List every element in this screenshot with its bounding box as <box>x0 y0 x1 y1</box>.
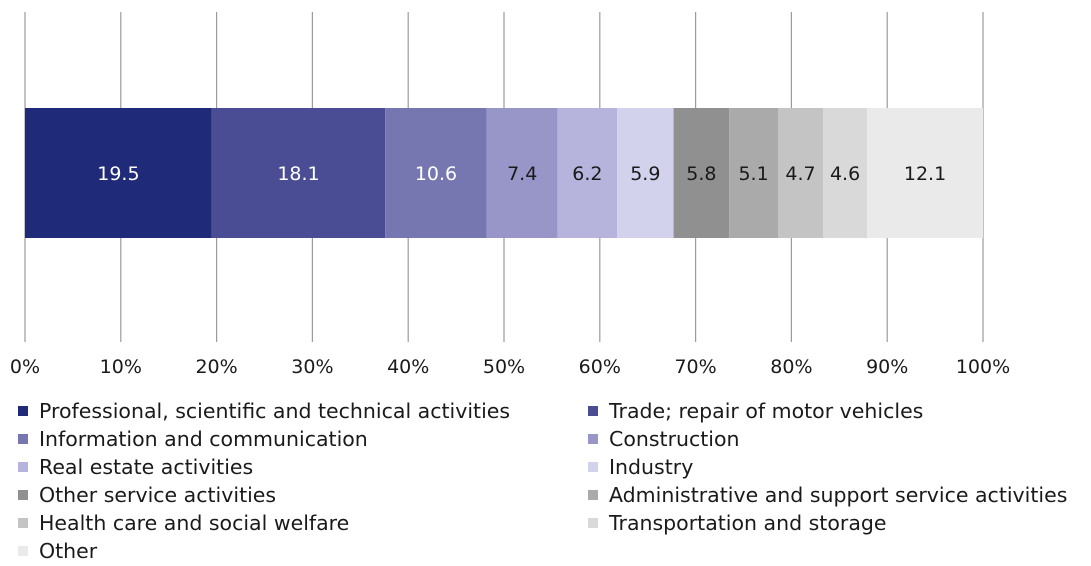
legend-item: Construction <box>588 426 740 452</box>
x-tick-label: 100% <box>956 356 1010 378</box>
bar-segment <box>211 108 386 238</box>
legend-swatch <box>588 490 598 500</box>
x-tick-label: 60% <box>579 356 621 378</box>
legend-swatch <box>588 406 598 416</box>
data-label: 7.4 <box>507 163 537 185</box>
legend-swatch <box>588 462 598 472</box>
x-tick-label: 40% <box>387 356 429 378</box>
legend-swatch <box>18 434 28 444</box>
legend-item: Administrative and support service activ… <box>588 482 1067 508</box>
data-label: 5.8 <box>686 163 716 185</box>
legend-swatch <box>18 490 28 500</box>
bar-segment <box>729 108 778 238</box>
x-tick-label: 0% <box>10 356 40 378</box>
data-label: 12.1 <box>904 163 946 185</box>
legend-item: Health care and social welfare <box>18 510 349 536</box>
x-tick-label: 30% <box>291 356 333 378</box>
data-label: 10.6 <box>415 163 457 185</box>
data-label: 19.5 <box>97 163 139 185</box>
bar-segment <box>557 108 618 238</box>
data-label: 5.1 <box>738 163 768 185</box>
bar-segment <box>823 108 868 238</box>
legend-label: Health care and social welfare <box>39 511 350 535</box>
legend-label: Real estate activities <box>39 455 254 479</box>
legend-label: Industry <box>609 455 694 479</box>
legend-swatch <box>588 518 598 528</box>
data-label: 4.7 <box>785 163 815 185</box>
legend-swatch <box>18 518 28 528</box>
legend-label: Other <box>39 539 98 563</box>
legend-swatch <box>18 546 28 556</box>
x-tick-label: 70% <box>674 356 716 378</box>
bar-segment <box>867 108 983 238</box>
legend-item: Trade; repair of motor vehicles <box>588 398 923 424</box>
stacked-bar-chart: 0% 10% 20% 30% 40% 50% 60% 70% 80% 90% 100% 19.5 18.… <box>10 12 1010 378</box>
bar-segment <box>486 108 558 238</box>
legend-label: Trade; repair of motor vehicles <box>609 399 924 423</box>
legend-item: Information and communication <box>18 426 368 452</box>
x-tick-label: 20% <box>195 356 237 378</box>
data-label: 18.1 <box>277 163 319 185</box>
legend-label: Administrative and support service activ… <box>609 483 1068 507</box>
legend-swatch <box>588 434 598 444</box>
data-label: 6.2 <box>572 163 602 185</box>
bar-segment <box>777 108 824 238</box>
legend-item: Real estate activities <box>18 454 253 480</box>
legend-label: Construction <box>609 427 740 451</box>
legend-label: Transportation and storage <box>609 511 887 535</box>
bar-segment <box>617 108 674 238</box>
legend-item: Professional, scientific and technical a… <box>18 398 510 424</box>
x-tick-label: 90% <box>866 356 908 378</box>
legend-item: Other <box>18 538 97 564</box>
legend-label: Professional, scientific and technical a… <box>39 399 511 423</box>
x-tick-label: 80% <box>770 356 812 378</box>
data-label: 4.6 <box>830 163 860 185</box>
x-tick-label: 50% <box>483 356 525 378</box>
bar-segment <box>25 108 212 238</box>
bar-segment <box>385 108 487 238</box>
legend-swatch <box>18 406 28 416</box>
legend-swatch <box>18 462 28 472</box>
data-label: 5.9 <box>630 163 660 185</box>
legend-item: Transportation and storage <box>588 510 887 536</box>
legend-item: Industry <box>588 454 693 480</box>
legend-label: Information and communication <box>39 427 368 451</box>
bar-segment <box>673 108 730 238</box>
legend-item: Other service activities <box>18 482 276 508</box>
legend-label: Other service activities <box>39 483 277 507</box>
x-tick-label: 10% <box>100 356 142 378</box>
